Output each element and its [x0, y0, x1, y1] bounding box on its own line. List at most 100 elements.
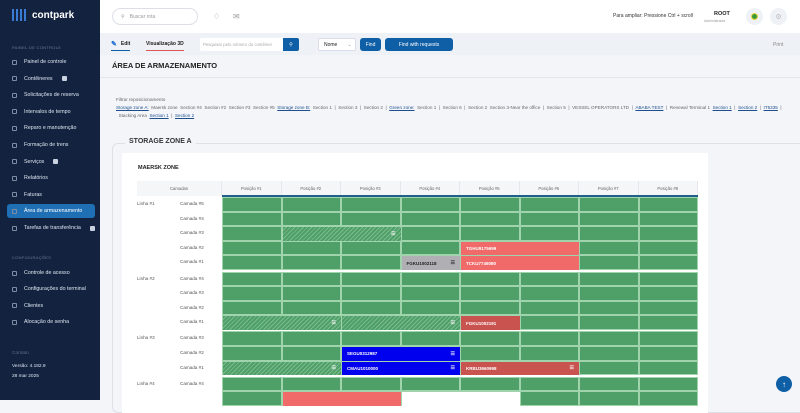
storage-slot[interactable]	[519, 300, 579, 316]
scroll-to-top-button[interactable]: ↑	[776, 376, 792, 392]
storage-slot[interactable]	[460, 286, 520, 301]
storage-slot[interactable]	[341, 376, 401, 392]
menu-icon[interactable]: ☰	[450, 320, 455, 327]
storage-slot[interactable]	[579, 315, 639, 330]
storage-slot[interactable]	[400, 300, 460, 316]
storage-slot[interactable]	[281, 255, 341, 270]
print-button[interactable]: Print	[773, 41, 784, 48]
find-button[interactable]: Find	[360, 38, 381, 51]
storage-slot[interactable]	[460, 211, 520, 227]
filter-link[interactable]: Section 2	[468, 105, 488, 110]
storage-slot[interactable]	[400, 271, 460, 287]
storage-slot[interactable]	[222, 331, 282, 346]
storage-slot[interactable]	[519, 331, 579, 346]
storage-slot[interactable]	[222, 240, 282, 256]
filter-link[interactable]: Section 1	[149, 113, 169, 118]
slot-block[interactable]: ☰	[223, 316, 341, 330]
storage-slot[interactable]	[341, 240, 401, 256]
filter-link[interactable]: Section 2	[738, 105, 758, 110]
storage-slot[interactable]	[400, 197, 460, 212]
search-field-select[interactable]: Nome ⌄	[318, 38, 356, 51]
storage-slot[interactable]	[222, 197, 282, 212]
storage-slot[interactable]	[460, 226, 520, 241]
filter-link[interactable]: Section #3	[228, 105, 251, 110]
sidebar-item[interactable]: Contêineres	[7, 72, 95, 86]
storage-slot[interactable]	[638, 240, 698, 256]
sidebar-item[interactable]: Relatórios	[7, 171, 95, 185]
slot-block[interactable]	[401, 392, 520, 406]
storage-slot[interactable]	[519, 315, 579, 330]
storage-slot[interactable]	[222, 226, 282, 241]
container-block[interactable]: KRBU3660998 ☰	[461, 361, 579, 376]
menu-icon[interactable]: ☰	[331, 320, 336, 327]
storage-slot[interactable]	[638, 360, 698, 376]
storage-slot[interactable]	[579, 360, 639, 376]
language-flag-button[interactable]	[746, 8, 763, 25]
storage-slot[interactable]	[579, 331, 639, 346]
filter-link[interactable]: IT5335	[763, 105, 778, 110]
storage-slot[interactable]	[519, 271, 579, 287]
storage-slot[interactable]	[460, 331, 520, 346]
filter-link[interactable]: Section 3	[338, 105, 358, 110]
storage-slot[interactable]	[400, 286, 460, 301]
storage-slot[interactable]	[400, 376, 460, 392]
sidebar-item[interactable]: Solicitações de reserva	[7, 88, 95, 102]
storage-slot[interactable]	[341, 271, 401, 287]
storage-slot[interactable]	[519, 286, 579, 301]
storage-slot[interactable]	[400, 331, 460, 346]
filter-link[interactable]: Section #5	[252, 105, 275, 110]
sidebar-item[interactable]: Controle de acesso	[7, 266, 95, 280]
sidebar-item[interactable]: Configurações do terminal	[7, 282, 95, 296]
sidebar-item[interactable]: Reparo e manutenção	[7, 121, 95, 135]
menu-icon[interactable]: ☰	[391, 230, 396, 237]
storage-slot[interactable]	[579, 211, 639, 227]
logo[interactable]: contpark	[12, 9, 74, 21]
sidebar-item[interactable]: Serviços	[7, 155, 95, 169]
sidebar-item[interactable]: Área de armazenamento	[7, 204, 95, 219]
slot-block[interactable]: ☰	[342, 316, 460, 330]
storage-slot[interactable]	[400, 226, 460, 241]
filter-link[interactable]: Section #4	[180, 105, 202, 110]
slot-block[interactable]: ☰	[223, 361, 341, 376]
storage-slot[interactable]	[519, 197, 579, 212]
container-block[interactable]: TGHU9175699	[461, 241, 579, 256]
storage-slot[interactable]	[638, 271, 698, 287]
storage-slot[interactable]	[579, 300, 639, 316]
storage-slot[interactable]	[281, 300, 341, 316]
storage-slot[interactable]	[281, 376, 341, 392]
filter-link[interactable]: Maersk zone	[151, 105, 178, 110]
storage-slot[interactable]	[341, 286, 401, 301]
storage-slot[interactable]	[638, 197, 698, 212]
storage-slot[interactable]	[341, 331, 401, 346]
find-with-requests-button[interactable]: Find with requests	[385, 38, 453, 51]
storage-slot[interactable]	[341, 211, 401, 227]
storage-slot[interactable]	[519, 211, 579, 227]
filter-link[interactable]: VESSEL OPERATORS LTD	[572, 105, 630, 110]
filter-link[interactable]: Green zone:	[389, 105, 415, 110]
storage-slot[interactable]	[579, 255, 639, 270]
storage-slot[interactable]	[222, 211, 282, 227]
menu-icon[interactable]: ☰	[331, 365, 336, 372]
filter-link[interactable]: Renewal Terminal 1	[669, 105, 711, 110]
storage-slot[interactable]	[460, 376, 520, 392]
edit-tab[interactable]: ✎ Edit	[111, 38, 131, 51]
storage-slot[interactable]	[400, 240, 460, 256]
storage-slot[interactable]	[281, 240, 341, 256]
storage-slot[interactable]	[638, 211, 698, 227]
slot-block[interactable]: ☰	[282, 227, 401, 241]
storage-slot[interactable]	[638, 286, 698, 301]
filter-link[interactable]: Section 1	[312, 105, 332, 110]
storage-slot[interactable]	[222, 376, 282, 392]
storage-slot[interactable]	[579, 240, 639, 256]
container-block[interactable]: FGKU1002191	[461, 316, 520, 330]
route-search-input[interactable]: ⚲ Buscar rota	[112, 8, 198, 25]
storage-slot[interactable]	[341, 255, 401, 270]
container-block[interactable]: CMAU1010000 ☰	[342, 361, 460, 376]
storage-slot[interactable]	[638, 300, 698, 316]
menu-icon[interactable]: ☰	[450, 350, 455, 357]
filter-link[interactable]: ABABA TEST	[635, 105, 664, 110]
contact-link[interactable]: Contato	[12, 351, 29, 356]
storage-slot[interactable]	[222, 255, 282, 270]
filter-link[interactable]: Section 2	[363, 105, 383, 110]
menu-icon[interactable]: ☰	[569, 365, 574, 372]
